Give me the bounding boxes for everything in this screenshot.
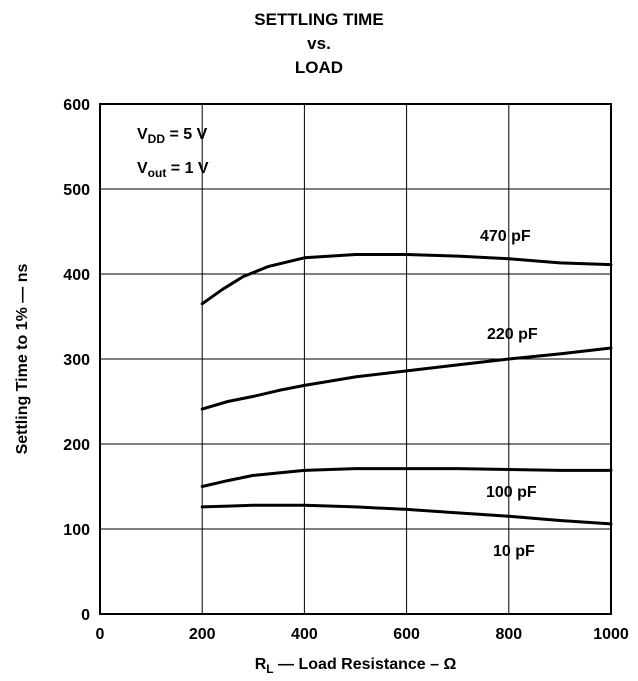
series-label: 220 pF	[487, 326, 538, 343]
y-tick-label: 400	[63, 267, 90, 284]
series-line	[200, 346, 613, 411]
x-axis-label: RL — Load Resistance – Ω	[255, 656, 457, 676]
chart-title-line-1: SETTLING TIME	[254, 10, 384, 29]
x-tick-label: 600	[393, 626, 420, 643]
series-line	[200, 253, 613, 306]
chart-title-line-2: vs.	[307, 34, 331, 53]
y-tick-label: 0	[81, 607, 90, 624]
condition-annotation: VDD = 5 V	[137, 126, 208, 146]
series-line	[200, 467, 613, 488]
plot-frame	[99, 103, 612, 615]
y-tick-label: 300	[63, 352, 90, 369]
series-label: 100 pF	[486, 484, 537, 501]
y-tick-label: 100	[63, 522, 90, 539]
chart-title-line-3: LOAD	[294, 58, 344, 77]
y-tick-label: 500	[63, 182, 90, 199]
x-tick-label: 800	[495, 626, 522, 643]
x-tick-label: 0	[96, 626, 105, 643]
series-label: 10 pF	[493, 543, 535, 560]
y-tick-label: 600	[63, 97, 90, 114]
grid-layer	[100, 104, 611, 614]
series-label: 470 pF	[480, 228, 531, 245]
condition-annotation: Vout = 1 V	[137, 160, 209, 180]
y-axis-label: Settling Time to 1% — ns	[14, 263, 31, 454]
x-tick-label: 1000	[593, 626, 629, 643]
x-tick-label: 400	[291, 626, 318, 643]
series-layer: 470 pF 220 pF 100 pF 10 pF	[200, 228, 613, 560]
label-layer: RL — Load Resistance – Ω Settling Time to…	[14, 263, 456, 676]
y-tick-label: 200	[63, 437, 90, 454]
tick-layer: 0 200 400 600 800 1000 0 100 200 300 400 500 600	[63, 97, 629, 643]
series-line	[200, 503, 613, 526]
annotation-layer: VDD = 5 V Vout = 1 V	[137, 126, 209, 180]
x-tick-label: 200	[189, 626, 216, 643]
